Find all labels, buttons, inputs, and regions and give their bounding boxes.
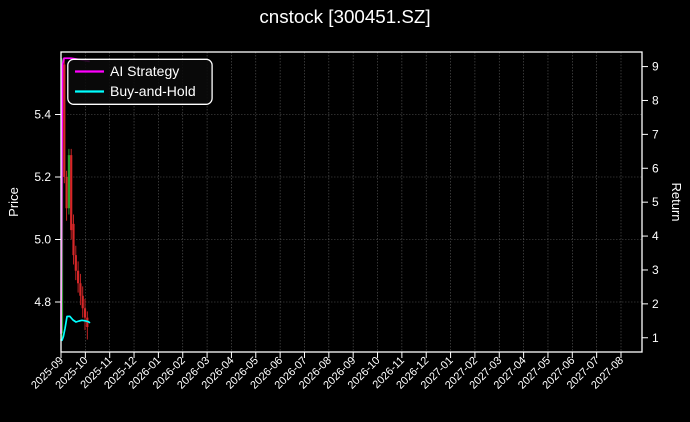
svg-text:3: 3 (652, 263, 659, 277)
svg-text:5: 5 (652, 195, 659, 209)
svg-text:4.8: 4.8 (34, 295, 51, 309)
svg-text:5.4: 5.4 (34, 108, 51, 122)
svg-text:1: 1 (652, 331, 659, 345)
svg-text:6: 6 (652, 161, 659, 175)
svg-text:4: 4 (652, 229, 659, 243)
svg-text:Price: Price (6, 187, 21, 217)
svg-text:Return: Return (669, 182, 684, 221)
svg-text:7: 7 (652, 127, 659, 141)
svg-text:5.2: 5.2 (34, 170, 51, 184)
svg-text:5.0: 5.0 (34, 233, 51, 247)
svg-text:Buy-and-Hold: Buy-and-Hold (110, 83, 196, 99)
svg-text:9: 9 (652, 60, 659, 74)
svg-text:AI Strategy: AI Strategy (110, 63, 179, 79)
svg-text:8: 8 (652, 93, 659, 107)
svg-text:2: 2 (652, 297, 659, 311)
